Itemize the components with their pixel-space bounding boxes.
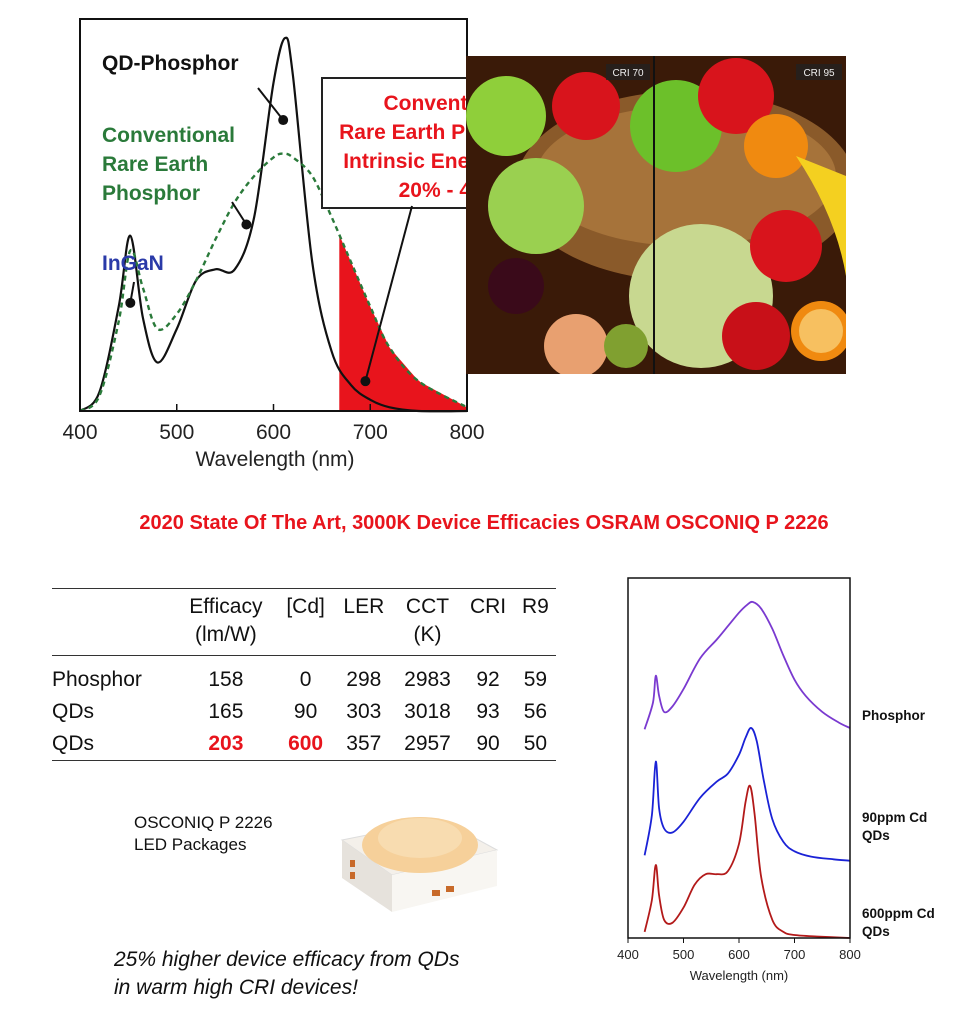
x-tick-label: 700	[353, 421, 388, 444]
cri-comparison-photo: CRI 70 CRI 95	[466, 56, 846, 374]
table-cell: 59	[523, 668, 548, 691]
banana	[796, 156, 846, 276]
led-package-illustration	[340, 817, 499, 912]
series-label: Phosphor	[862, 708, 926, 723]
column-header: Efficacy (lm/W)	[189, 595, 263, 646]
table-row: Phosphor 158 0 298 2983 92 59	[52, 656, 556, 697]
tagline-line: 25% higher device efficacy from QDs	[114, 948, 460, 971]
table-cell: 90	[293, 700, 318, 723]
row-label-cell: Phosphor	[52, 668, 142, 691]
tagline: 25% higher device efficacy from QDs in w…	[114, 946, 459, 1002]
annotation-label: InGaN	[102, 252, 164, 275]
table-header-row: Efficacy (lm/W) [Cd] LER CCT (K) CRI R9	[52, 588, 556, 656]
x-tick-label: 600	[256, 421, 291, 444]
cri-70-label: CRI 70	[612, 68, 644, 79]
package-label-line: LED Packages	[134, 835, 247, 854]
series-line-rare-earth-phosphor	[79, 152, 468, 413]
table-cell: 2957	[404, 732, 451, 755]
table-cell: 2983	[404, 668, 451, 691]
table-row: QDs 203 600 357 2957 90 50	[52, 728, 556, 761]
tagline-line: in warm high CRI devices!	[114, 976, 358, 999]
column-header: [Cd]	[286, 595, 325, 618]
x-tick-label: 400	[62, 421, 97, 444]
table-cell: 298	[346, 668, 382, 691]
x-tick-label: 500	[673, 947, 695, 962]
table-cell: 158	[208, 668, 244, 691]
series-label: 90ppm Cd QDs	[862, 810, 927, 843]
table-cell: 92	[476, 668, 500, 691]
column-header: CRI	[469, 595, 507, 618]
grapes	[488, 158, 584, 254]
energy-loss-region	[339, 234, 467, 411]
series-line-1	[643, 600, 851, 730]
row-label-cell: QDs	[52, 732, 94, 755]
package-label-line: OSCONIQ P 2226	[134, 813, 273, 832]
x-axis-label: Wavelength (nm)	[195, 448, 354, 471]
x-tick-label: 700	[784, 947, 806, 962]
section-heading: 2020 State Of The Art, 3000K Device Effi…	[139, 512, 829, 534]
column-header: R9	[521, 595, 549, 618]
table-cell: 3018	[404, 700, 451, 723]
series-line-2	[643, 727, 851, 862]
series-line-3	[643, 784, 851, 939]
table-cell: 56	[523, 700, 548, 723]
column-header: LER	[343, 595, 385, 618]
x-tick-label: 800	[839, 947, 861, 962]
series-line-qd-phosphor	[79, 36, 468, 413]
annotation-marker	[125, 297, 136, 308]
plot-frame	[627, 577, 851, 939]
red-apple	[750, 210, 822, 282]
x-tick-label: 400	[617, 947, 639, 962]
table-cell: 203	[208, 732, 244, 755]
annotation-leader	[364, 205, 413, 382]
column-header	[52, 589, 174, 656]
annotation-label: QD-Phosphor	[102, 52, 239, 75]
table-cell: 90	[476, 732, 500, 755]
cri-95-label: CRI 95	[803, 68, 835, 79]
table-cell: 50	[523, 732, 548, 755]
table-cell: 303	[346, 700, 382, 723]
orange	[744, 114, 808, 178]
x-axis-label: Wavelength (nm)	[690, 968, 789, 983]
annotation-marker	[241, 219, 252, 230]
x-tick-label: 500	[159, 421, 194, 444]
annotation-label: Conventional Rare Earth Phosphor	[102, 124, 235, 205]
x-tick-label: 800	[449, 421, 484, 444]
x-tick-label: 600	[728, 947, 750, 962]
row-label-cell: QDs	[52, 700, 94, 723]
column-header: CCT (K)	[405, 595, 450, 646]
package-label: OSCONIQ P 2226 LED Packages	[134, 812, 273, 856]
table-cell: 165	[208, 700, 244, 723]
annotation-marker	[278, 115, 289, 126]
annotation-marker	[360, 376, 371, 387]
cd-qd-spectra-chart: 400 500 600 700 800 Wavelength (nm) Phosphor…	[617, 577, 935, 983]
table-cell: 93	[476, 700, 500, 723]
series-label: 600ppm Cd QDs	[862, 906, 935, 939]
annotation-leader	[257, 87, 284, 121]
table-row: QDs 165 90 303 3018 93 56	[52, 696, 556, 728]
table-cell: 600	[288, 732, 324, 755]
table-cell: 0	[299, 668, 312, 691]
efficacy-table: Efficacy (lm/W) [Cd] LER CCT (K) CRI R9 Phos…	[52, 588, 556, 761]
table-cell: 357	[346, 732, 382, 755]
